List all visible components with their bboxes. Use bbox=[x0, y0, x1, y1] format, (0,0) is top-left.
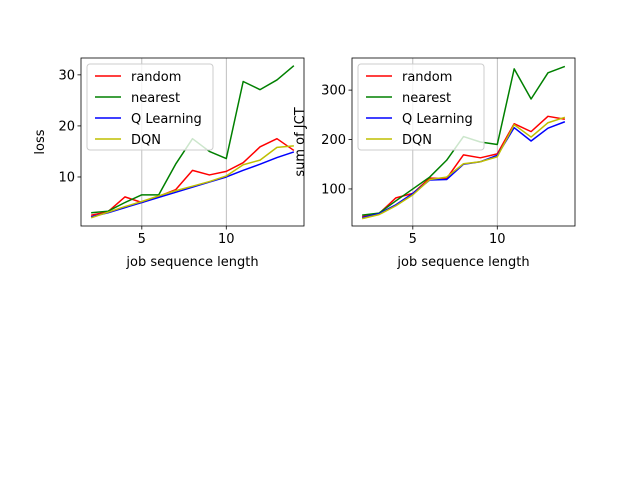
legend-label: random bbox=[131, 70, 181, 85]
series-line-random bbox=[362, 115, 565, 218]
legend-box bbox=[357, 63, 485, 151]
x-tick-label: 5 bbox=[138, 232, 146, 247]
legend-label: DQN bbox=[131, 133, 161, 148]
y-tick-label: 20 bbox=[58, 119, 75, 134]
legend-label: DQN bbox=[402, 133, 432, 148]
y-axis-label: sum of JCT bbox=[293, 107, 308, 176]
x-axis-label: job sequence length bbox=[396, 255, 529, 270]
y-tick-label: 10 bbox=[58, 170, 75, 185]
x-tick-label: 10 bbox=[489, 232, 506, 247]
y-axis-label: loss bbox=[33, 129, 48, 154]
series-line-dqn bbox=[361, 116, 566, 220]
chart-panel-2: 5 10 100 200 300 job sequence length sum of JC… bbox=[293, 57, 576, 270]
legend-label: random bbox=[402, 70, 452, 85]
x-tick-label: 10 bbox=[218, 232, 235, 247]
series-line-random bbox=[90, 137, 295, 217]
series-line-dqn bbox=[90, 145, 294, 219]
legend-label: nearest bbox=[402, 91, 451, 106]
legend-label: Q Learning bbox=[402, 112, 473, 127]
chart-panel-1: 5 10 10 20 30 job sequence length loss random ne… bbox=[33, 57, 305, 270]
axes-frame bbox=[80, 57, 305, 227]
series-line-q-learning bbox=[90, 151, 295, 218]
y-tick-label: 300 bbox=[321, 84, 346, 99]
y-tick-label: 30 bbox=[58, 68, 75, 83]
x-tick-label: 5 bbox=[409, 232, 417, 247]
legend-box bbox=[86, 63, 214, 151]
y-tick-label: 200 bbox=[321, 133, 346, 148]
y-tick-label: 100 bbox=[321, 182, 346, 197]
legend-label: Q Learning bbox=[131, 112, 202, 127]
axes-frame bbox=[351, 57, 576, 227]
x-axis-label: job sequence length bbox=[125, 255, 258, 270]
legend-label: nearest bbox=[131, 91, 180, 106]
